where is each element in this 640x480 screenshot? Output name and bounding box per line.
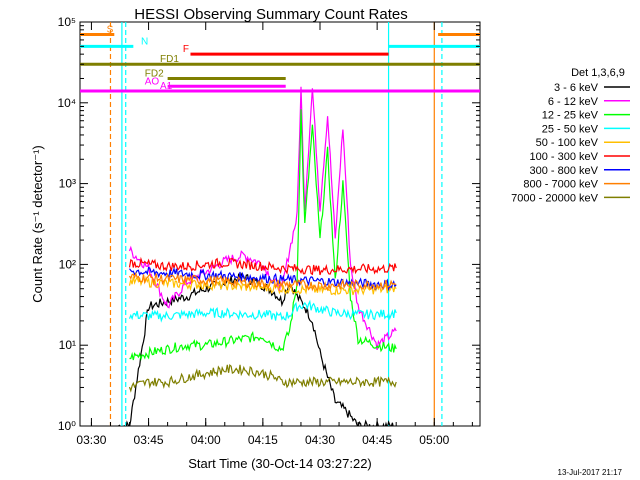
x-tick-label-4: 04:30 (305, 433, 335, 447)
x-tick-label-0: 03:30 (76, 433, 106, 447)
legend-label-4: 50 - 100 keV (536, 137, 599, 149)
legend-label-3: 25 - 50 keV (542, 123, 599, 135)
series-line-3 (128, 299, 397, 323)
y-axis-label: Count Rate (s⁻¹ detector⁻¹) (30, 145, 45, 303)
series-line-7 (128, 271, 397, 292)
series-line-4 (128, 275, 397, 296)
y-tick-label-4: 10⁴ (57, 96, 76, 110)
chart-title: HESSI Observing Summary Count Rates (134, 6, 407, 23)
legend-label-6: 300 - 800 keV (530, 165, 599, 177)
legend-label-1: 6 - 12 keV (548, 96, 599, 108)
flag-label-n: N (141, 36, 148, 47)
flag-label-s: S (107, 25, 114, 36)
legend-label-7: 800 - 7000 keV (523, 179, 598, 191)
flag-label-fd1: FD1 (160, 54, 179, 65)
series-line-6 (129, 266, 397, 292)
legend-label-5: 100 - 300 keV (530, 151, 599, 163)
x-axis-label: Start Time (30-Oct-14 03:27:22) (188, 456, 372, 471)
y-tick-label-0: 10⁰ (58, 419, 76, 433)
series-line-2 (129, 109, 397, 362)
x-tick-label-6: 05:00 (419, 433, 449, 447)
y-tick-label-5: 10⁵ (58, 15, 76, 29)
legend: Det 1,3,6,9 3 - 6 keV 6 - 12 keV 12 - 25 k… (511, 67, 630, 204)
flag-label-f: F (183, 44, 189, 55)
flag-label-a1: A1 (160, 81, 173, 92)
series-line-1 (128, 86, 397, 350)
legend-label-2: 12 - 25 keV (542, 110, 599, 122)
timestamp: 13-Jul-2017 21:17 (558, 468, 623, 477)
y-tick-label-1: 10¹ (59, 338, 76, 352)
flag-label-ao: AO (145, 76, 160, 87)
legend-label-0: 3 - 6 keV (554, 82, 599, 94)
x-tick-label-5: 04:45 (362, 433, 392, 447)
flag-label-fd2: FD2 (145, 68, 164, 79)
x-tick-label-2: 04:00 (191, 433, 221, 447)
plot-frame (79, 21, 481, 427)
legend-title: Det 1,3,6,9 (571, 67, 625, 79)
y-tick-label-3: 10³ (59, 177, 76, 191)
x-tick-label-1: 03:45 (134, 433, 164, 447)
y-tick-label-2: 10² (59, 257, 76, 271)
legend-label-8: 7000 - 20000 keV (511, 192, 599, 204)
series-line-8 (128, 363, 397, 393)
x-tick-label-3: 04:15 (248, 433, 278, 447)
